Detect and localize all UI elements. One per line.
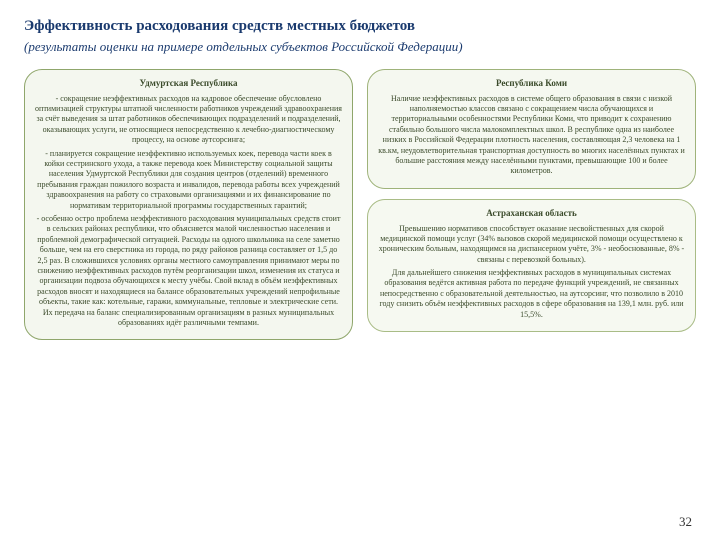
page-number: 32 (679, 514, 692, 530)
box-astrakhan: Астраханская область Превышению норматив… (367, 199, 696, 332)
box-komi-p1: Наличие неэффективных расходов в системе… (378, 94, 685, 177)
box-udmurt-p1: - сокращение неэффективных расходов на к… (35, 94, 342, 146)
box-udmurt-title: Удмуртская Республика (35, 78, 342, 90)
page-subtitle: (результаты оценки на примере отдельных … (24, 39, 696, 55)
box-astrakhan-title: Астраханская область (378, 208, 685, 220)
right-column: Республика Коми Наличие неэффективных ра… (367, 69, 696, 340)
box-udmurt-p3: - особенно остро проблема неэффективного… (35, 214, 342, 328)
box-udmurt: Удмуртская Республика - сокращение неэфф… (24, 69, 353, 340)
box-komi: Республика Коми Наличие неэффективных ра… (367, 69, 696, 189)
box-komi-title: Республика Коми (378, 78, 685, 90)
page-title: Эффективность расходования средств местн… (24, 18, 696, 35)
box-astrakhan-p2: Для дальнейшего снижения неэффективных р… (378, 268, 685, 320)
content-columns: Удмуртская Республика - сокращение неэфф… (24, 69, 696, 340)
left-column: Удмуртская Республика - сокращение неэфф… (24, 69, 353, 340)
box-udmurt-p2: - планируется сокращение неэффективно ис… (35, 149, 342, 211)
box-astrakhan-p1: Превышению нормативов способствует оказа… (378, 224, 685, 266)
